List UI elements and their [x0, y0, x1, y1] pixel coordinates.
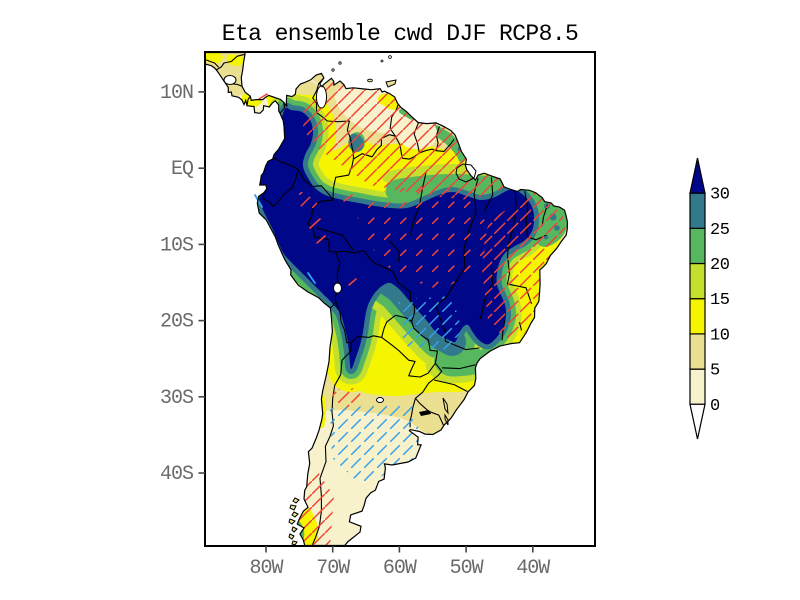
svg-text:5: 5: [710, 362, 720, 381]
svg-text:40S: 40S: [160, 463, 194, 486]
svg-text:20: 20: [710, 256, 730, 275]
svg-text:70W: 70W: [316, 557, 350, 580]
svg-text:30S: 30S: [160, 387, 194, 410]
svg-text:EQ: EQ: [171, 158, 194, 181]
svg-text:10N: 10N: [160, 82, 193, 105]
svg-text:10S: 10S: [160, 234, 194, 257]
svg-text:60W: 60W: [383, 557, 417, 580]
svg-text:40W: 40W: [516, 557, 550, 580]
svg-text:25: 25: [710, 221, 730, 240]
svg-text:0: 0: [710, 397, 720, 416]
svg-text:10: 10: [710, 326, 730, 345]
svg-text:20S: 20S: [160, 311, 194, 334]
svg-text:30: 30: [710, 186, 730, 205]
svg-text:Eta ensemble cwd DJF RCP8.5: Eta ensemble cwd DJF RCP8.5: [222, 21, 578, 47]
svg-text:80W: 80W: [249, 557, 283, 580]
svg-text:15: 15: [710, 291, 730, 310]
svg-text:50W: 50W: [450, 557, 484, 580]
